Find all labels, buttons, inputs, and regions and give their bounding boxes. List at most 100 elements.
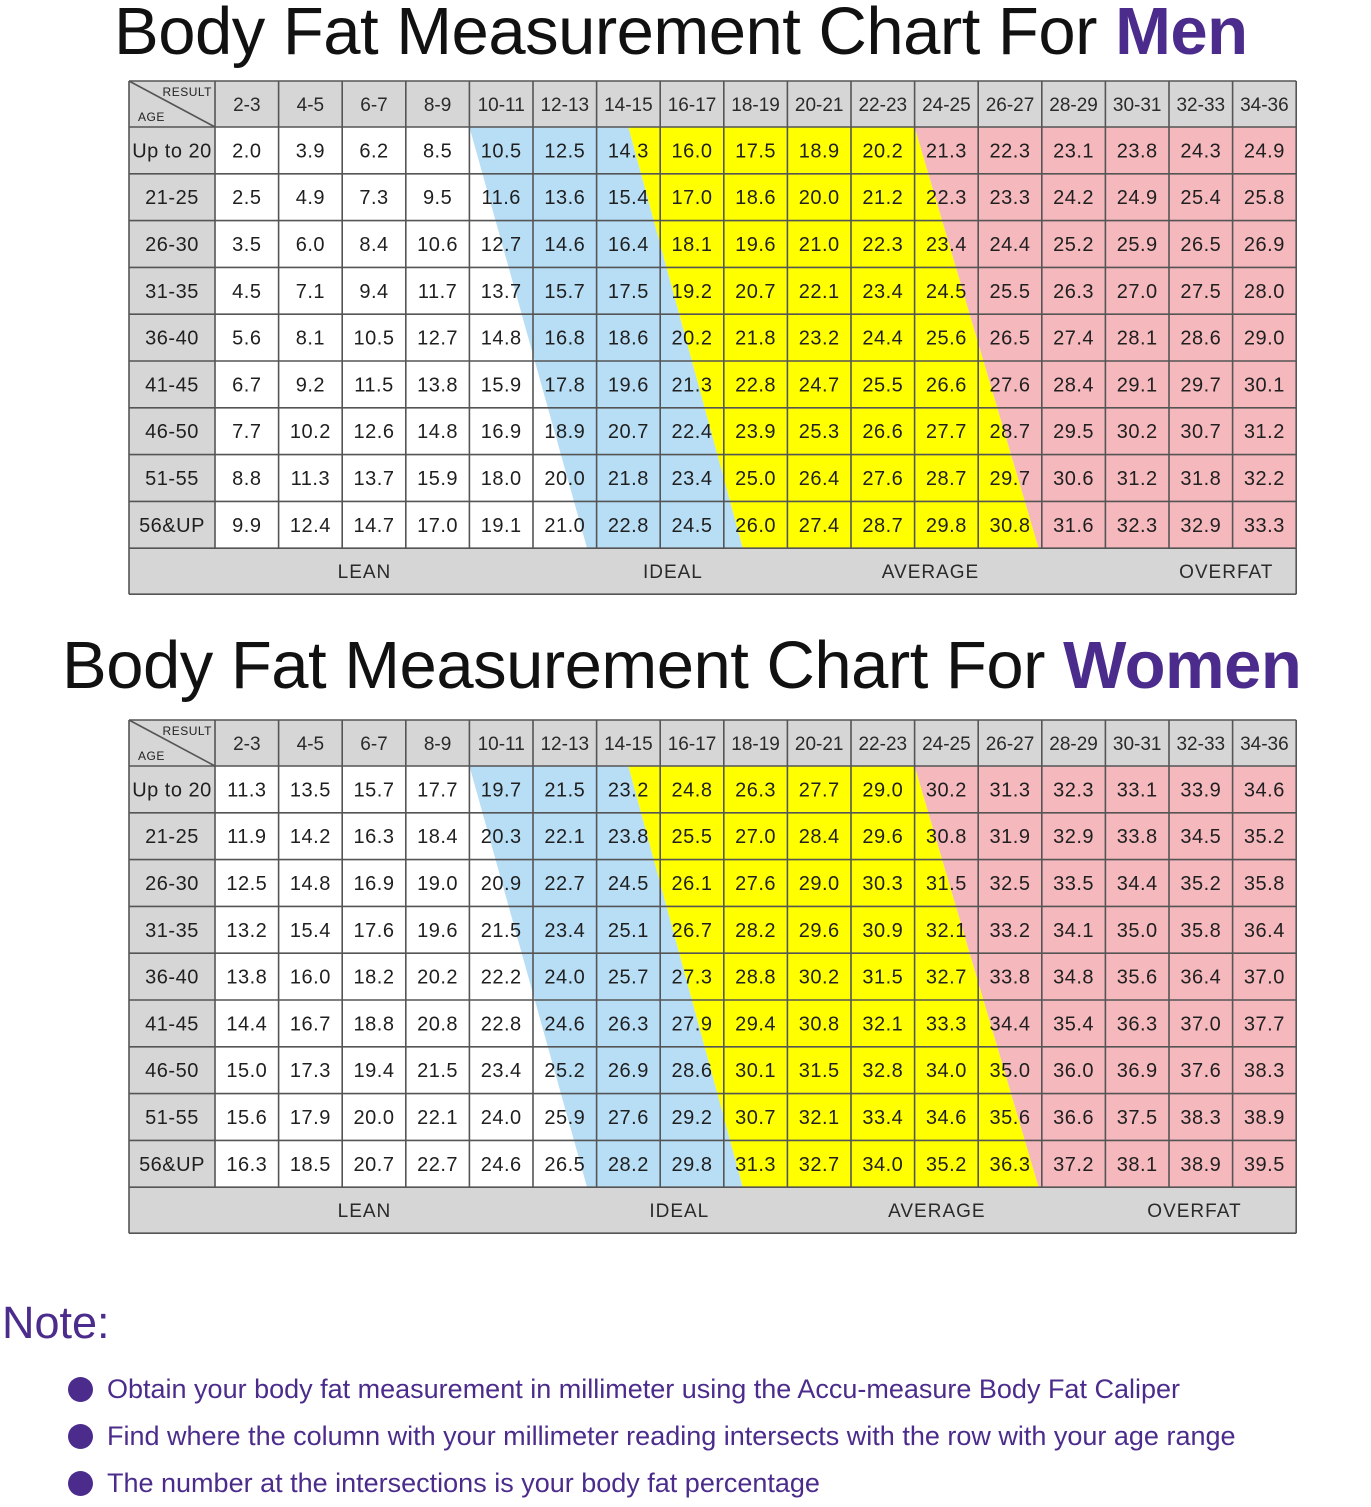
table-cell: 27.9: [672, 1013, 713, 1035]
table-cell: 23.4: [544, 920, 585, 942]
table-cell: 25.5: [862, 374, 903, 396]
table-cell: 22.2: [481, 967, 522, 989]
men-body-fat-chart: RESULT AGE 2-3 4-5 6-7 8-9 10-11 12-13 14-15 16-1…: [128, 80, 1297, 596]
table-cell: 32.1: [799, 1107, 840, 1129]
table-cell: 31.9: [990, 826, 1031, 848]
table-cell: 8.4: [359, 234, 388, 256]
table-cell: 24.4: [862, 328, 903, 350]
corner-label-age: AGE: [138, 749, 165, 763]
legend-label: LEAN: [338, 1201, 392, 1222]
table-cell: 3.5: [232, 234, 261, 256]
table-cell: 38.3: [1180, 1107, 1221, 1129]
column-header: 6-7: [360, 95, 387, 116]
table-cell: 14.8: [481, 328, 522, 350]
table-cell: 16.7: [290, 1013, 331, 1035]
table-cell: 31.3: [990, 779, 1031, 801]
table-cell: 24.0: [481, 1107, 522, 1129]
table-cell: 28.6: [1180, 328, 1221, 350]
row-label: 56&UP: [139, 1154, 205, 1176]
table-cell: 36.9: [1117, 1060, 1158, 1082]
table-cell: 30.8: [926, 826, 967, 848]
table-cell: 23.9: [735, 421, 776, 443]
table-cell: 30.1: [735, 1060, 776, 1082]
table-cell: 6.2: [359, 140, 388, 162]
table-cell: 13.8: [226, 967, 267, 989]
table-cell: 34.4: [1117, 873, 1158, 895]
table-cell: 39.5: [1244, 1154, 1285, 1176]
table-cell: 36.0: [1053, 1060, 1094, 1082]
table-cell: 4.5: [232, 281, 261, 303]
table-cell: 23.4: [862, 281, 903, 303]
table-cell: 29.8: [672, 1154, 713, 1176]
table-cell: 12.7: [481, 234, 522, 256]
table-cell: 28.4: [799, 826, 840, 848]
column-header: 20-21: [795, 95, 844, 116]
table-cell: 30.2: [926, 779, 967, 801]
row-label: 41-45: [145, 374, 199, 396]
table-cell: 15.6: [226, 1107, 267, 1129]
table-cell: 19.6: [735, 234, 776, 256]
table-cell: 18.6: [735, 187, 776, 209]
table-cell: 34.0: [926, 1060, 967, 1082]
table-cell: 26.9: [608, 1060, 649, 1082]
men-title-prefix: Body Fat Measurement Chart For: [114, 0, 1116, 69]
table-cell: 36.3: [990, 1154, 1031, 1176]
table-cell: 20.3: [481, 826, 522, 848]
table-cell: 25.2: [1053, 234, 1094, 256]
table-cell: 18.9: [799, 140, 840, 162]
table-cell: 18.8: [354, 1013, 395, 1035]
row-label: 26-30: [145, 234, 199, 256]
table-cell: 12.5: [544, 140, 585, 162]
table-cell: 34.6: [926, 1107, 967, 1129]
note-text: Find where the column with your millimet…: [107, 1421, 1236, 1451]
column-header: 2-3: [233, 734, 260, 755]
column-header: 34-36: [1240, 95, 1289, 116]
table-cell: 25.5: [672, 826, 713, 848]
column-header: 14-15: [604, 734, 653, 755]
table-cell: 11.6: [481, 187, 520, 209]
table-cell: 13.6: [544, 187, 585, 209]
table-cell: 23.1: [1053, 140, 1094, 162]
table-cell: 25.3: [799, 421, 840, 443]
legend-label: AVERAGE: [888, 1201, 985, 1222]
column-header: 26-27: [986, 734, 1035, 755]
table-cell: 12.5: [226, 873, 267, 895]
table-cell: 23.4: [481, 1060, 522, 1082]
table-cell: 23.2: [608, 779, 649, 801]
column-header: 30-31: [1113, 734, 1162, 755]
table-cell: 24.2: [1053, 187, 1094, 209]
table-cell: 33.3: [1244, 515, 1285, 537]
legend-bar: [129, 548, 1297, 595]
legend-label: IDEAL: [643, 562, 703, 583]
legend-label: IDEAL: [649, 1201, 709, 1222]
table-cell: 25.9: [544, 1107, 585, 1129]
table-cell: 31.2: [1244, 421, 1285, 443]
column-header: 14-15: [604, 95, 653, 116]
table-cell: 28.7: [862, 515, 903, 537]
table-cell: 29.7: [1180, 374, 1221, 396]
table-cell: 11.5: [354, 374, 393, 396]
note-text: Obtain your body fat measurement in mill…: [107, 1374, 1180, 1404]
table-cell: 37.0: [1180, 1013, 1221, 1035]
table-cell: 24.5: [608, 873, 649, 895]
table-cell: 32.7: [799, 1154, 840, 1176]
table-cell: 33.8: [990, 967, 1031, 989]
men-chart-title: Body Fat Measurement Chart For Men: [114, 0, 1248, 65]
column-header: 4-5: [297, 734, 324, 755]
table-cell: 25.7: [608, 967, 649, 989]
corner-label-result: RESULT: [163, 85, 213, 99]
table-cell: 7.7: [232, 421, 261, 443]
table-cell: 26.3: [1053, 281, 1094, 303]
table-cell: 7.1: [296, 281, 325, 303]
table-cell: 30.7: [735, 1107, 776, 1129]
table-cell: 18.0: [481, 468, 522, 490]
table-cell: 20.2: [417, 967, 458, 989]
row-label: 46-50: [145, 421, 199, 443]
table-cell: 32.9: [1053, 826, 1094, 848]
table-cell: 28.4: [1053, 374, 1094, 396]
table-cell: 20.9: [481, 873, 522, 895]
table-cell: 25.9: [1117, 234, 1158, 256]
table-cell: 36.6: [1053, 1107, 1094, 1129]
table-cell: 31.8: [1180, 468, 1221, 490]
column-header: 12-13: [540, 95, 589, 116]
